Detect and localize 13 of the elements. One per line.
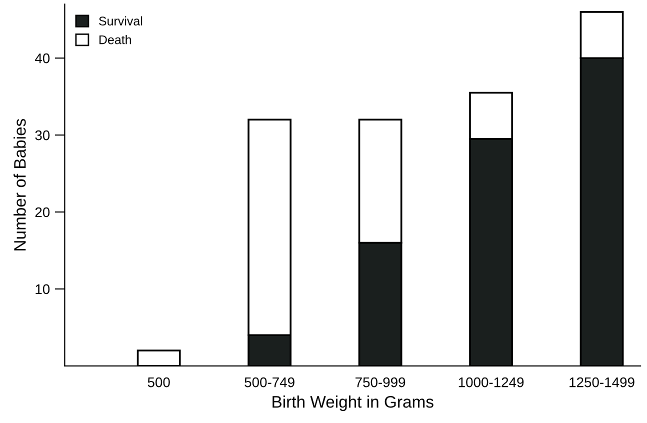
y-tick-label: 30 [35, 130, 50, 140]
x-tick-label: 500-749 [244, 377, 294, 388]
x-tick-label: 1250-1499 [570, 377, 634, 388]
y-axis-title: Number of Babies [14, 118, 26, 250]
y-tick-label: 10 [36, 284, 50, 294]
x-tick-label: 1000-1249 [458, 377, 524, 388]
legend-label: Survival [99, 16, 142, 26]
x-tick-label: 750-999 [356, 377, 406, 388]
x-axis-title: Birth Weight in Grams [272, 396, 434, 412]
x-tick-label: 500 [148, 377, 170, 388]
y-tick-label: 40 [34, 53, 50, 64]
y-tick-label: 20 [35, 207, 50, 218]
legend-label: Death [99, 35, 131, 44]
